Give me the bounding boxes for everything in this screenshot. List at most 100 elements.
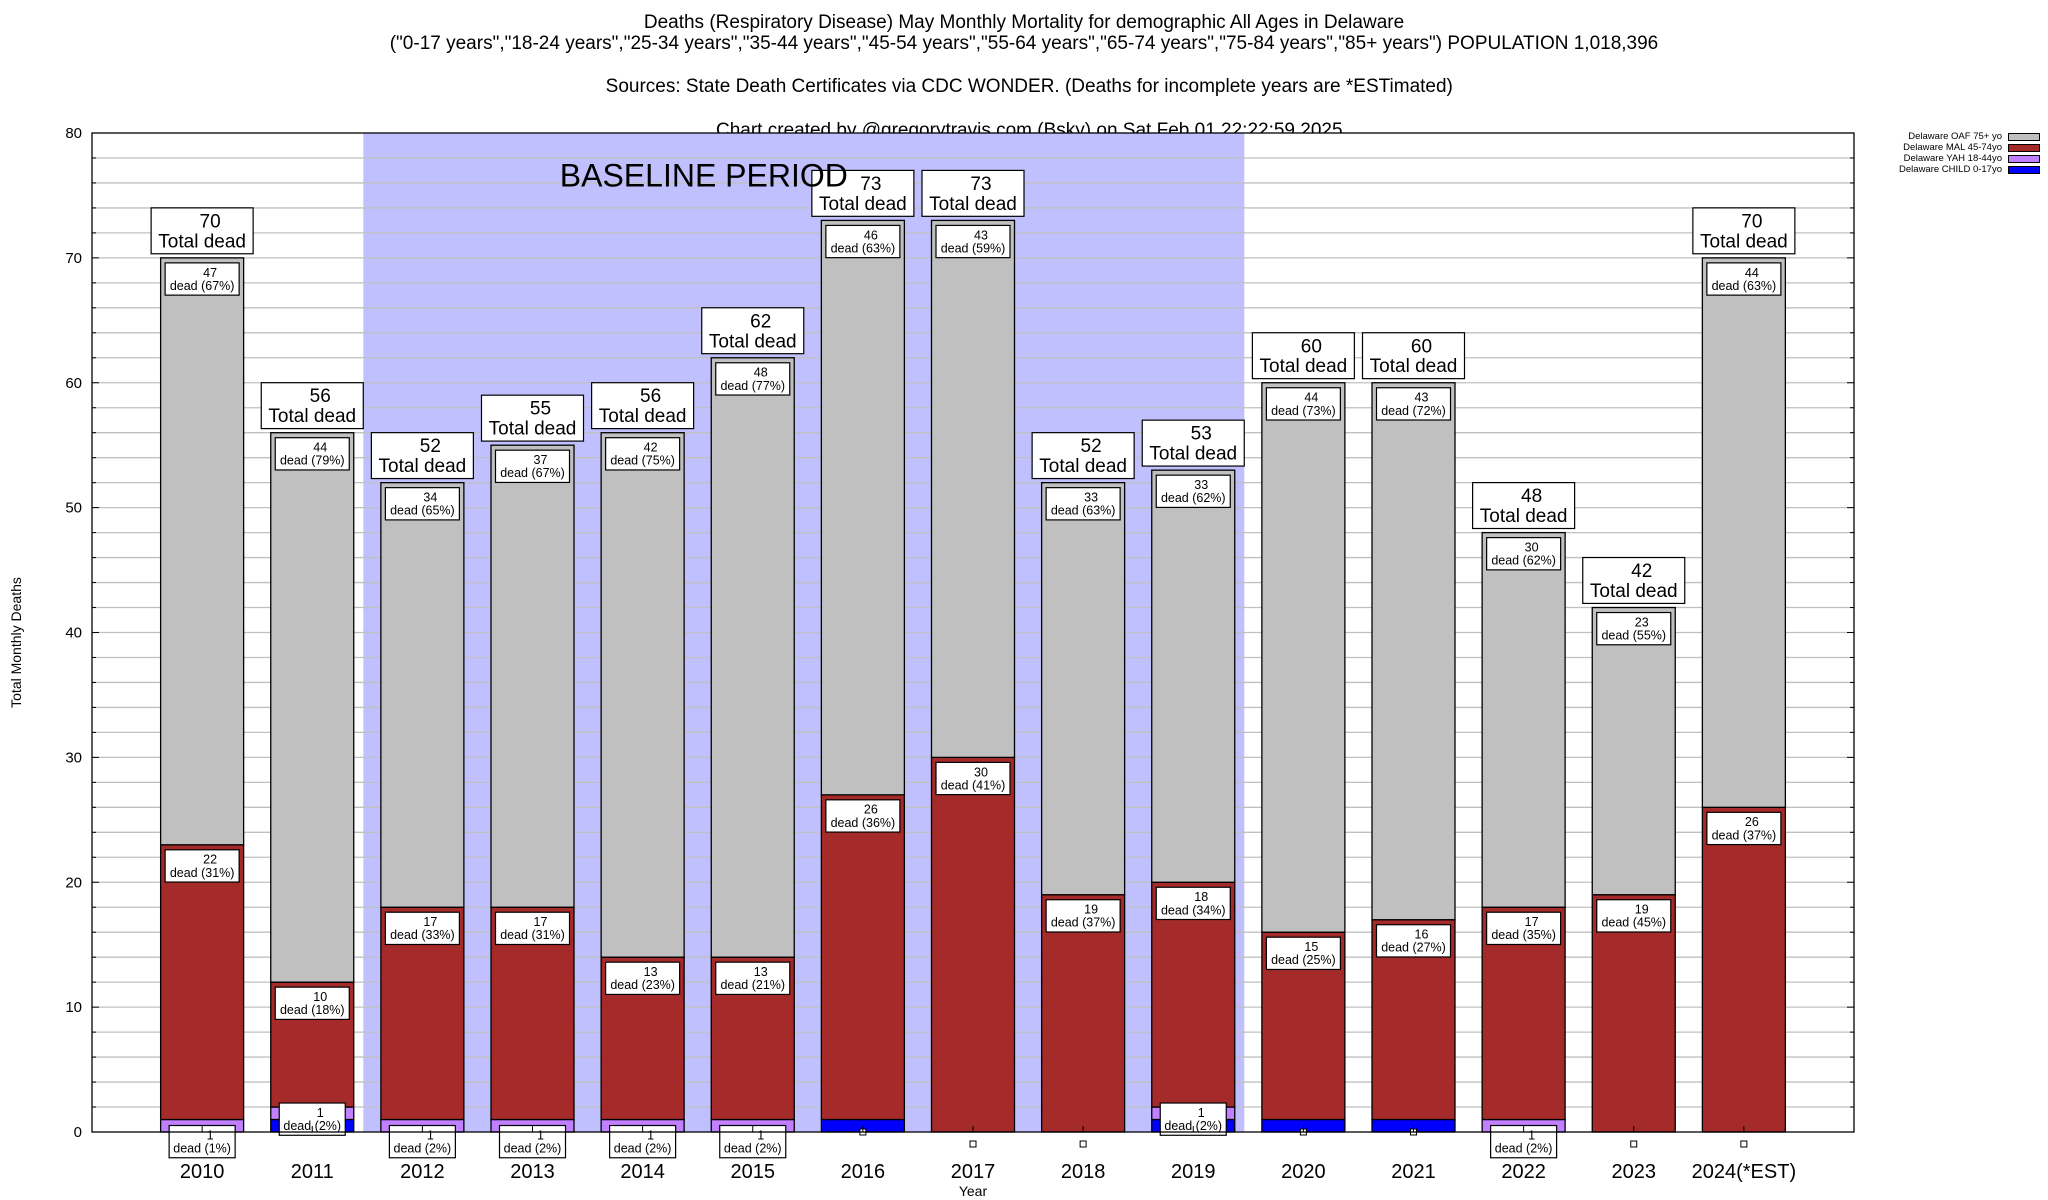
total-label: Total dead: [1149, 444, 1237, 465]
mal-segment-label: 17: [423, 915, 437, 929]
mal-segment-label: 26: [864, 803, 878, 817]
oaf-segment-label: 33: [1194, 478, 1208, 492]
oaf-segment-label: dead (73%): [1271, 404, 1336, 418]
bar-segment-oaf: [1591, 606, 1676, 896]
bar-segment-oaf: [930, 219, 1016, 759]
mal-segment-label: dead (35%): [1491, 928, 1556, 942]
oaf-segment-label: 44: [313, 441, 327, 455]
total-label-box: [480, 394, 585, 442]
y-tick-label: 50: [65, 500, 82, 517]
oaf-segment-label: 44: [1304, 391, 1318, 405]
total-label-box: [1251, 332, 1355, 380]
oaf-segment-label: dead (59%): [941, 241, 1006, 255]
total-label: 60: [1411, 336, 1432, 357]
mal-segment-label: 10: [313, 990, 327, 1004]
yah-segment-label: 1: [647, 1128, 654, 1142]
mal-segment-label-box: [1486, 911, 1562, 946]
total-label-box: [591, 382, 695, 430]
total-label: Total dead: [1700, 231, 1788, 252]
total-label-box: [1692, 207, 1796, 255]
mal-segment-label: 17: [1525, 915, 1539, 929]
legend-item-oaf: Delaware OAF 75+ yo: [1850, 131, 2046, 142]
sources-note: Sources: State Death Certificates via CD…: [605, 76, 1453, 97]
oaf-segment-label: 30: [1525, 540, 1539, 554]
total-label: 73: [970, 174, 991, 195]
oaf-segment-label-box: [494, 449, 571, 484]
x-tick-label: 2016: [841, 1161, 886, 1183]
zero-marker: [969, 1140, 977, 1148]
mal-segment-label-box: [164, 849, 240, 883]
total-label: 42: [1631, 561, 1652, 582]
legend-label: Delaware MAL 45-74yo: [1903, 142, 2002, 153]
x-axis-label: Year: [959, 1183, 988, 1199]
x-tick-label: 2014: [620, 1161, 665, 1183]
yah-segment-label: 1: [757, 1128, 764, 1142]
bar-segment-oaf: [159, 257, 245, 846]
baseline-period-label: BASELINE PERIOD: [560, 158, 848, 194]
mal-segment-label: dead (18%): [280, 1003, 345, 1017]
bar-segment-oaf: [1701, 257, 1787, 808]
mal-segment-label: 19: [1635, 903, 1649, 917]
oaf-segment-label: 37: [534, 453, 548, 467]
y-tick-label: 40: [65, 625, 82, 642]
x-tick-label: 2024(*EST): [1692, 1161, 1797, 1183]
bar-segment-oaf: [1371, 382, 1456, 921]
yah-segment-label: dead (2%): [394, 1142, 452, 1156]
total-label-box: [260, 382, 364, 430]
x-tick-label: 2015: [731, 1161, 776, 1183]
oaf-segment-label-box: [1486, 536, 1562, 571]
oaf-segment-label: dead (67%): [170, 279, 235, 293]
bar-segment-oaf: [820, 219, 906, 796]
total-label: 62: [750, 311, 771, 332]
mal-segment-label: 18: [1194, 890, 1208, 904]
oaf-segment-label-box: [1045, 487, 1121, 521]
y-tick-label: 10: [65, 999, 82, 1016]
yah-segment-label: 1: [207, 1128, 214, 1142]
legend-label: Delaware YAH 18-44yo: [1903, 153, 2002, 164]
oaf-segment-label: 33: [1084, 491, 1098, 505]
total-label: Total dead: [819, 194, 907, 215]
bar-segment-oaf: [600, 432, 685, 958]
oaf-segment-label-box: [1375, 387, 1452, 421]
mal-segment-label: 13: [754, 965, 768, 979]
yah-segment-label: dead (2%): [1495, 1142, 1553, 1156]
zero-marker: [1740, 1140, 1748, 1148]
bar-segment-mal: [159, 844, 245, 1121]
total-label: Total dead: [158, 231, 246, 252]
mal-segment-label-box: [1375, 924, 1452, 958]
mal-segment-label-box: [1045, 899, 1121, 933]
total-label: 70: [200, 211, 221, 232]
bar-segment-mal: [1040, 894, 1126, 1133]
oaf-segment-label-box: [1596, 611, 1672, 646]
total-label: Total dead: [1590, 581, 1678, 602]
y-tick-label: 80: [65, 125, 82, 142]
legend-item-child: Delaware CHILD 0-17yo: [1850, 164, 2046, 175]
x-tick-label: 2010: [180, 1161, 225, 1183]
total-label: 70: [1741, 211, 1762, 232]
plot-frame: [91, 132, 1855, 1133]
oaf-segment-label: dead (62%): [1161, 491, 1226, 505]
chart-subtitle-age-groups: ("0-17 years","18-24 years","25-34 years…: [389, 33, 1659, 54]
total-label: Total dead: [599, 406, 687, 427]
x-tick-label: 2012: [400, 1161, 445, 1183]
bar-segment-oaf: [1261, 382, 1346, 933]
mal-segment-label-box: [825, 799, 901, 833]
oaf-segment-label: dead (63%): [831, 241, 896, 255]
mal-segment-label: 22: [203, 853, 217, 867]
mal-segment-label: dead (27%): [1381, 941, 1446, 955]
mal-segment-label: dead (45%): [1601, 916, 1666, 930]
legend-swatch-yah: [2008, 154, 2040, 163]
oaf-segment-label: 47: [203, 266, 217, 280]
mal-segment-label: dead (37%): [1051, 916, 1116, 930]
total-label: 55: [530, 399, 551, 420]
yah-segment-label: 1: [537, 1128, 544, 1142]
oaf-segment-label-box: [825, 224, 901, 259]
yah-segment-label: dead (1%): [173, 1142, 231, 1156]
total-label: 52: [1081, 436, 1102, 457]
total-label: Total dead: [1260, 356, 1348, 377]
mal-segment-label-box: [1596, 899, 1672, 933]
mal-segment-label: dead (31%): [170, 866, 235, 880]
y-axis-label: Total Monthly Deaths: [8, 577, 24, 708]
legend: Delaware OAF 75+ yo Delaware MAL 45-74yo…: [1850, 131, 2046, 175]
